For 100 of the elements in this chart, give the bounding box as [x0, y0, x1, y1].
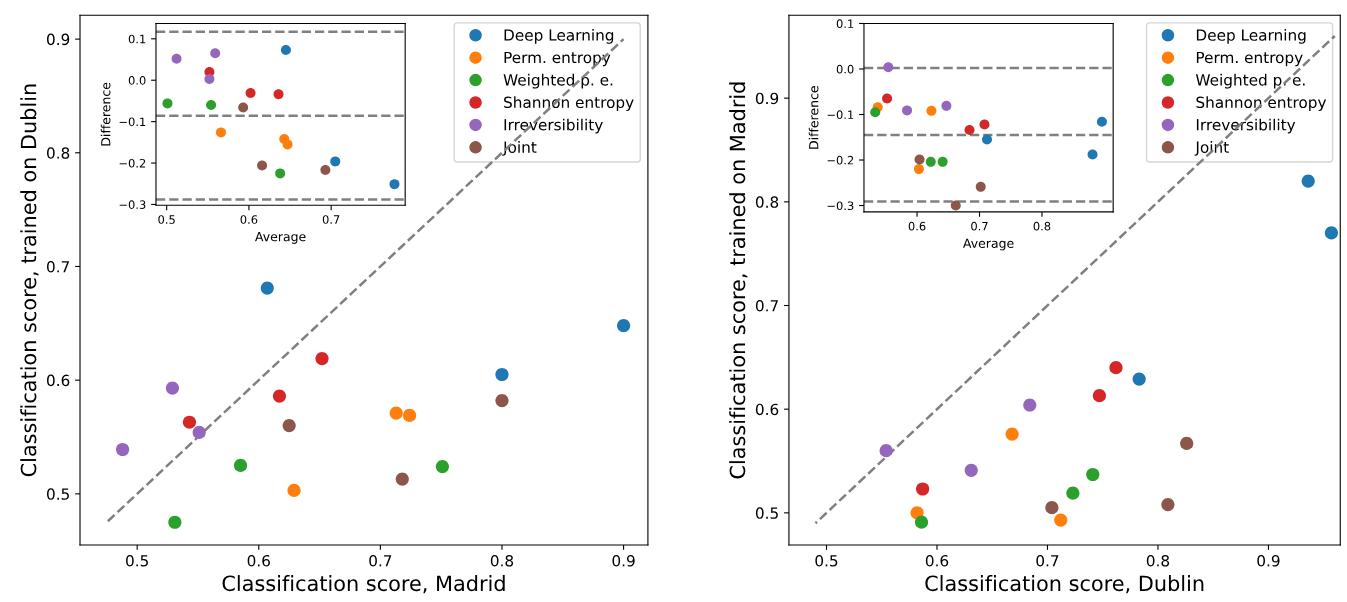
point: [238, 102, 249, 113]
y-tick-label: −0.2: [827, 155, 854, 165]
point: [1324, 226, 1339, 240]
legend-label: Shannon entropy: [1196, 96, 1327, 112]
legend-label: Shannon entropy: [504, 96, 634, 112]
point: [1180, 436, 1194, 450]
point: [280, 44, 291, 55]
y-tick-label: 0.7: [47, 260, 69, 273]
x-tick-label: 0.5: [158, 215, 175, 224]
y-tick-label: −0.3: [827, 201, 854, 211]
y-tick-label: −0.3: [119, 200, 146, 209]
legend-label: Irreversibility: [1196, 118, 1296, 134]
point: [925, 156, 936, 167]
legend-label: Perm. entropy: [1196, 51, 1303, 67]
y-axis-title: Classification score, trained on Madrid: [729, 82, 748, 479]
point: [916, 482, 930, 496]
y-tick-label: −0.2: [119, 158, 146, 168]
point: [617, 319, 631, 333]
x-tick-label: 0.7: [369, 554, 392, 567]
point: [204, 73, 215, 84]
legend-label: Weighted p. e.: [1195, 73, 1305, 89]
point: [233, 458, 248, 472]
y-axis-title: Difference: [808, 86, 819, 149]
y-tick-label: 0.8: [47, 147, 70, 159]
x-axis-title: Average: [962, 238, 1014, 251]
point: [937, 156, 948, 167]
point: [168, 515, 182, 529]
y-tick-label: 0.9: [47, 33, 70, 46]
legend-label: Joint: [502, 141, 537, 156]
y-tick-label: 0.9: [755, 92, 779, 105]
x-tick-label: 0.7: [1036, 554, 1059, 567]
point: [1096, 116, 1107, 127]
y-tick-label: 0.1: [836, 19, 854, 28]
y-axis-title: Difference: [100, 82, 111, 146]
point: [273, 89, 284, 100]
x-tick-label: 0.6: [240, 215, 258, 224]
point: [192, 425, 206, 440]
legend-label: Weighted p. e.: [503, 73, 613, 89]
legend-label: Deep Learning: [504, 28, 614, 44]
x-axis-title: Average: [255, 232, 306, 244]
point: [964, 124, 975, 135]
point: [979, 119, 990, 130]
legend-label: Perm. entropy: [504, 51, 611, 67]
point: [1005, 427, 1019, 441]
point: [1109, 361, 1123, 375]
point: [287, 483, 301, 498]
point: [282, 139, 293, 150]
x-tick-label: 0.7: [971, 221, 988, 231]
point: [1066, 486, 1080, 500]
point: [257, 160, 268, 171]
point: [210, 48, 221, 59]
y-tick-label: 0.1: [128, 34, 146, 44]
point: [182, 415, 197, 429]
point: [115, 442, 130, 457]
point: [215, 127, 226, 138]
point: [171, 53, 182, 64]
point: [395, 472, 409, 486]
x-axis-title: Classification score, Dublin: [925, 575, 1204, 594]
point: [1161, 497, 1175, 512]
point: [1054, 513, 1068, 527]
x-axis-title: Classification score, Madrid: [222, 575, 505, 594]
point: [389, 179, 400, 190]
point: [975, 181, 986, 192]
point: [389, 406, 403, 420]
point: [882, 93, 893, 104]
y-tick-label: 0.0: [836, 64, 854, 74]
x-tick-label: 0.8: [1033, 221, 1051, 231]
y-axis-title: Classification score, trained on Dublin: [20, 84, 39, 477]
point: [495, 367, 509, 382]
point: [914, 515, 929, 529]
x-tick-label: 0.6: [908, 221, 926, 231]
x-tick-label: 0.9: [612, 554, 635, 567]
point: [926, 105, 937, 116]
legend-label: Deep Learning: [1196, 28, 1306, 44]
y-tick-label: 0.8: [755, 196, 779, 208]
point: [1301, 174, 1315, 188]
point: [1023, 398, 1037, 412]
x-tick-label: 0.6: [925, 554, 949, 567]
point: [245, 88, 256, 99]
x-tick-label: 0.7: [322, 215, 340, 224]
point: [330, 156, 341, 167]
point: [1045, 501, 1059, 515]
x-tick-label: 0.8: [490, 554, 514, 567]
y-tick-label: −0.1: [119, 117, 146, 127]
point: [914, 154, 925, 165]
point: [982, 134, 992, 145]
point: [165, 381, 180, 395]
point: [275, 168, 286, 179]
y-tick-label: 0.0: [128, 76, 146, 85]
point: [1092, 389, 1106, 403]
point: [272, 389, 287, 403]
point: [1132, 372, 1146, 386]
point: [870, 107, 881, 118]
point: [879, 444, 893, 458]
point: [883, 62, 894, 73]
point: [282, 419, 296, 433]
point: [495, 394, 509, 408]
y-tick-label: 0.6: [755, 403, 779, 416]
point: [435, 459, 449, 474]
x-tick-label: 0.6: [247, 554, 270, 567]
